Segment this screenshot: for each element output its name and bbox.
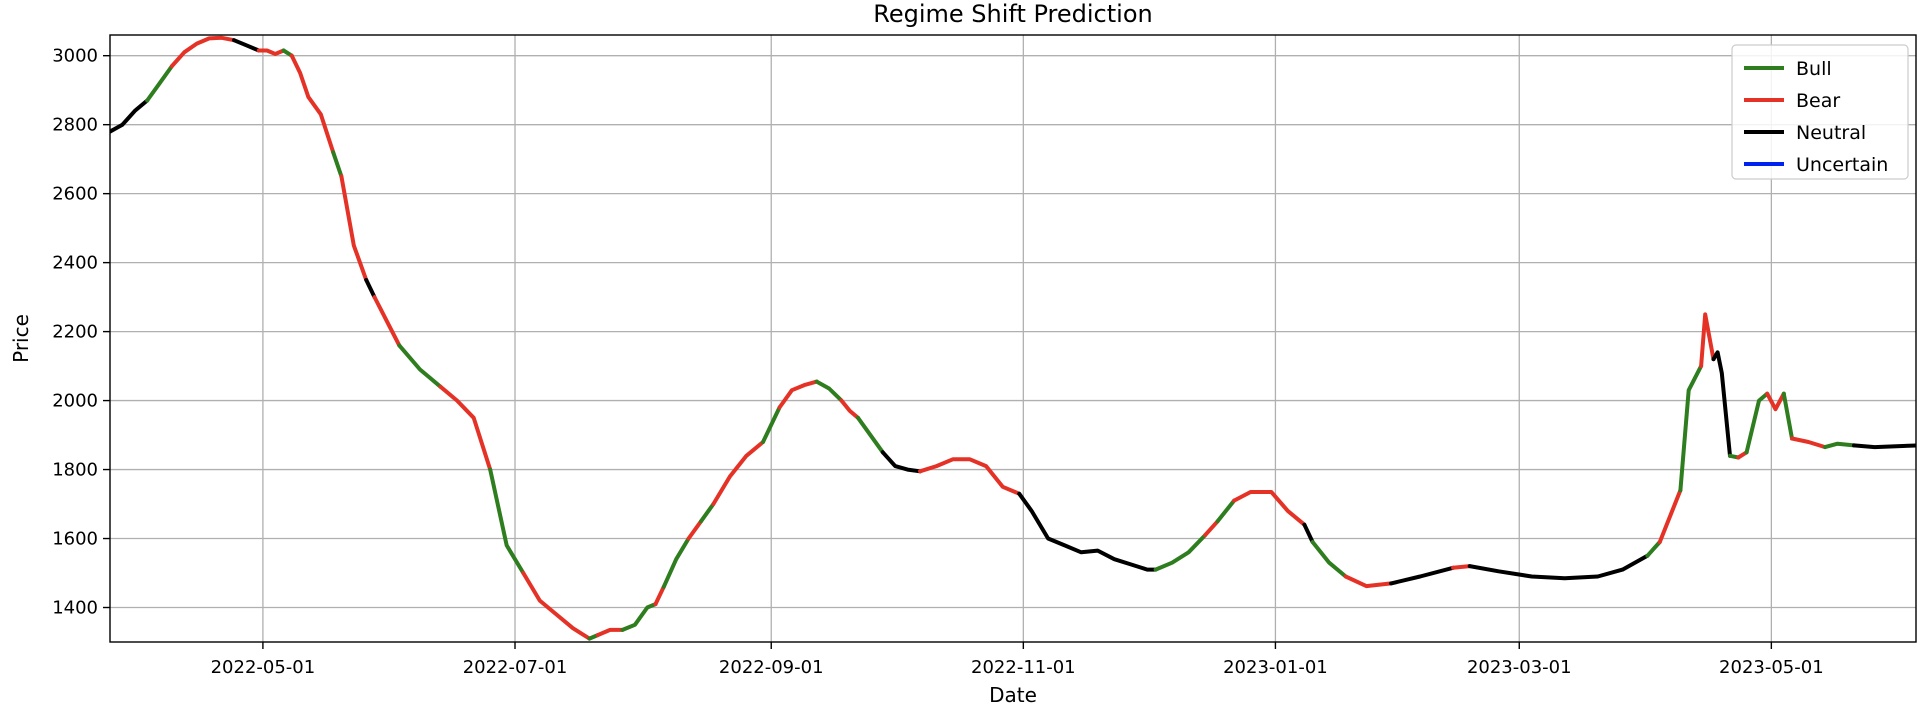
segment-bull: [620, 602, 658, 632]
segment-bear: [289, 53, 336, 155]
x-tick-label: 2023-01-01: [1223, 657, 1328, 678]
segment-bear: [653, 584, 666, 607]
x-tick-label: 2022-09-01: [719, 657, 824, 678]
legend-label-uncertain: Uncertain: [1796, 154, 1888, 176]
segment-bear: [1203, 519, 1220, 538]
segment-bear: [438, 384, 493, 472]
x-tick-label: 2022-07-01: [463, 657, 568, 678]
x-tick-label: 2023-03-01: [1467, 657, 1572, 678]
legend-label-bear: Bear: [1796, 90, 1840, 112]
segment-bear: [339, 174, 369, 282]
segment-bear: [256, 48, 286, 56]
segment-bull: [1744, 391, 1770, 455]
segment-neutral: [1017, 491, 1158, 572]
segment-bear: [711, 440, 765, 506]
segment-bear: [1232, 490, 1307, 527]
segment-bull: [488, 467, 526, 575]
segment-neutral: [880, 450, 922, 474]
segment-bull: [1153, 533, 1208, 572]
segment-bull: [814, 379, 844, 403]
segment-bear: [372, 295, 402, 348]
segment-bull: [1310, 540, 1348, 579]
segment-bull: [1781, 391, 1794, 441]
y-tick-label: 1800: [52, 460, 98, 481]
axis-ticks: 2022-05-01 2022-07-01 2022-09-01 2022-11-01…: [52, 46, 1823, 678]
segment-bull: [1678, 364, 1704, 493]
legend-label-bull: Bull: [1796, 58, 1832, 80]
segment-bull: [1645, 540, 1662, 558]
segment-bull: [856, 415, 885, 455]
x-axis-label: Date: [989, 683, 1037, 707]
segment-bull: [761, 405, 782, 444]
segment-bear: [777, 379, 819, 410]
grid-lines: [110, 35, 1916, 642]
y-tick-label: 3000: [52, 46, 98, 67]
y-tick-label: 2000: [52, 391, 98, 412]
segment-bear: [1765, 391, 1786, 412]
y-tick-label: 1400: [52, 598, 98, 619]
x-tick-label: 2023-05-01: [1719, 657, 1824, 678]
segment-bear: [839, 398, 860, 420]
segment-bear: [521, 571, 592, 641]
segment-neutral: [232, 38, 261, 53]
segment-neutral: [110, 98, 150, 134]
segment-bear: [170, 35, 236, 68]
price-series: [110, 35, 1916, 641]
segment-bear: [595, 627, 625, 638]
plot-frame: [109, 34, 1917, 643]
segment-bull: [145, 64, 174, 103]
legend: Bull Bear Neutral Uncertain: [1731, 44, 1909, 180]
chart-title: Regime Shift Prediction: [873, 0, 1152, 28]
segment-neutral: [1389, 565, 1456, 586]
legend-label-neutral: Neutral: [1796, 122, 1866, 144]
segment-bull: [699, 502, 716, 524]
segment-bull: [661, 536, 691, 589]
segment-bear: [1790, 436, 1828, 450]
x-tick-label: 2022-11-01: [971, 657, 1076, 678]
segment-bear: [1657, 488, 1683, 544]
segment-bull: [1215, 498, 1237, 524]
segment-bear: [1343, 574, 1394, 589]
y-tick-label: 2400: [52, 253, 98, 274]
segment-bear: [686, 519, 703, 541]
legend-box: [1731, 44, 1909, 180]
segment-neutral: [1852, 443, 1916, 450]
segment-bull: [397, 343, 443, 389]
segment-neutral: [1711, 350, 1732, 458]
segment-bull: [331, 150, 344, 179]
segment-neutral: [1302, 522, 1315, 544]
y-tick-label: 2200: [52, 322, 98, 343]
y-tick-label: 1600: [52, 529, 98, 550]
segment-neutral: [364, 277, 377, 300]
segment-neutral: [1467, 553, 1650, 581]
segment-bear: [1699, 312, 1716, 369]
segment-bull: [1823, 441, 1856, 450]
x-tick-label: 2022-05-01: [211, 657, 316, 678]
y-tick-label: 2600: [52, 184, 98, 205]
y-tick-label: 2800: [52, 115, 98, 136]
segment-bear: [918, 457, 1022, 496]
segment-bear: [1451, 564, 1472, 570]
y-axis-label: Price: [9, 314, 33, 363]
